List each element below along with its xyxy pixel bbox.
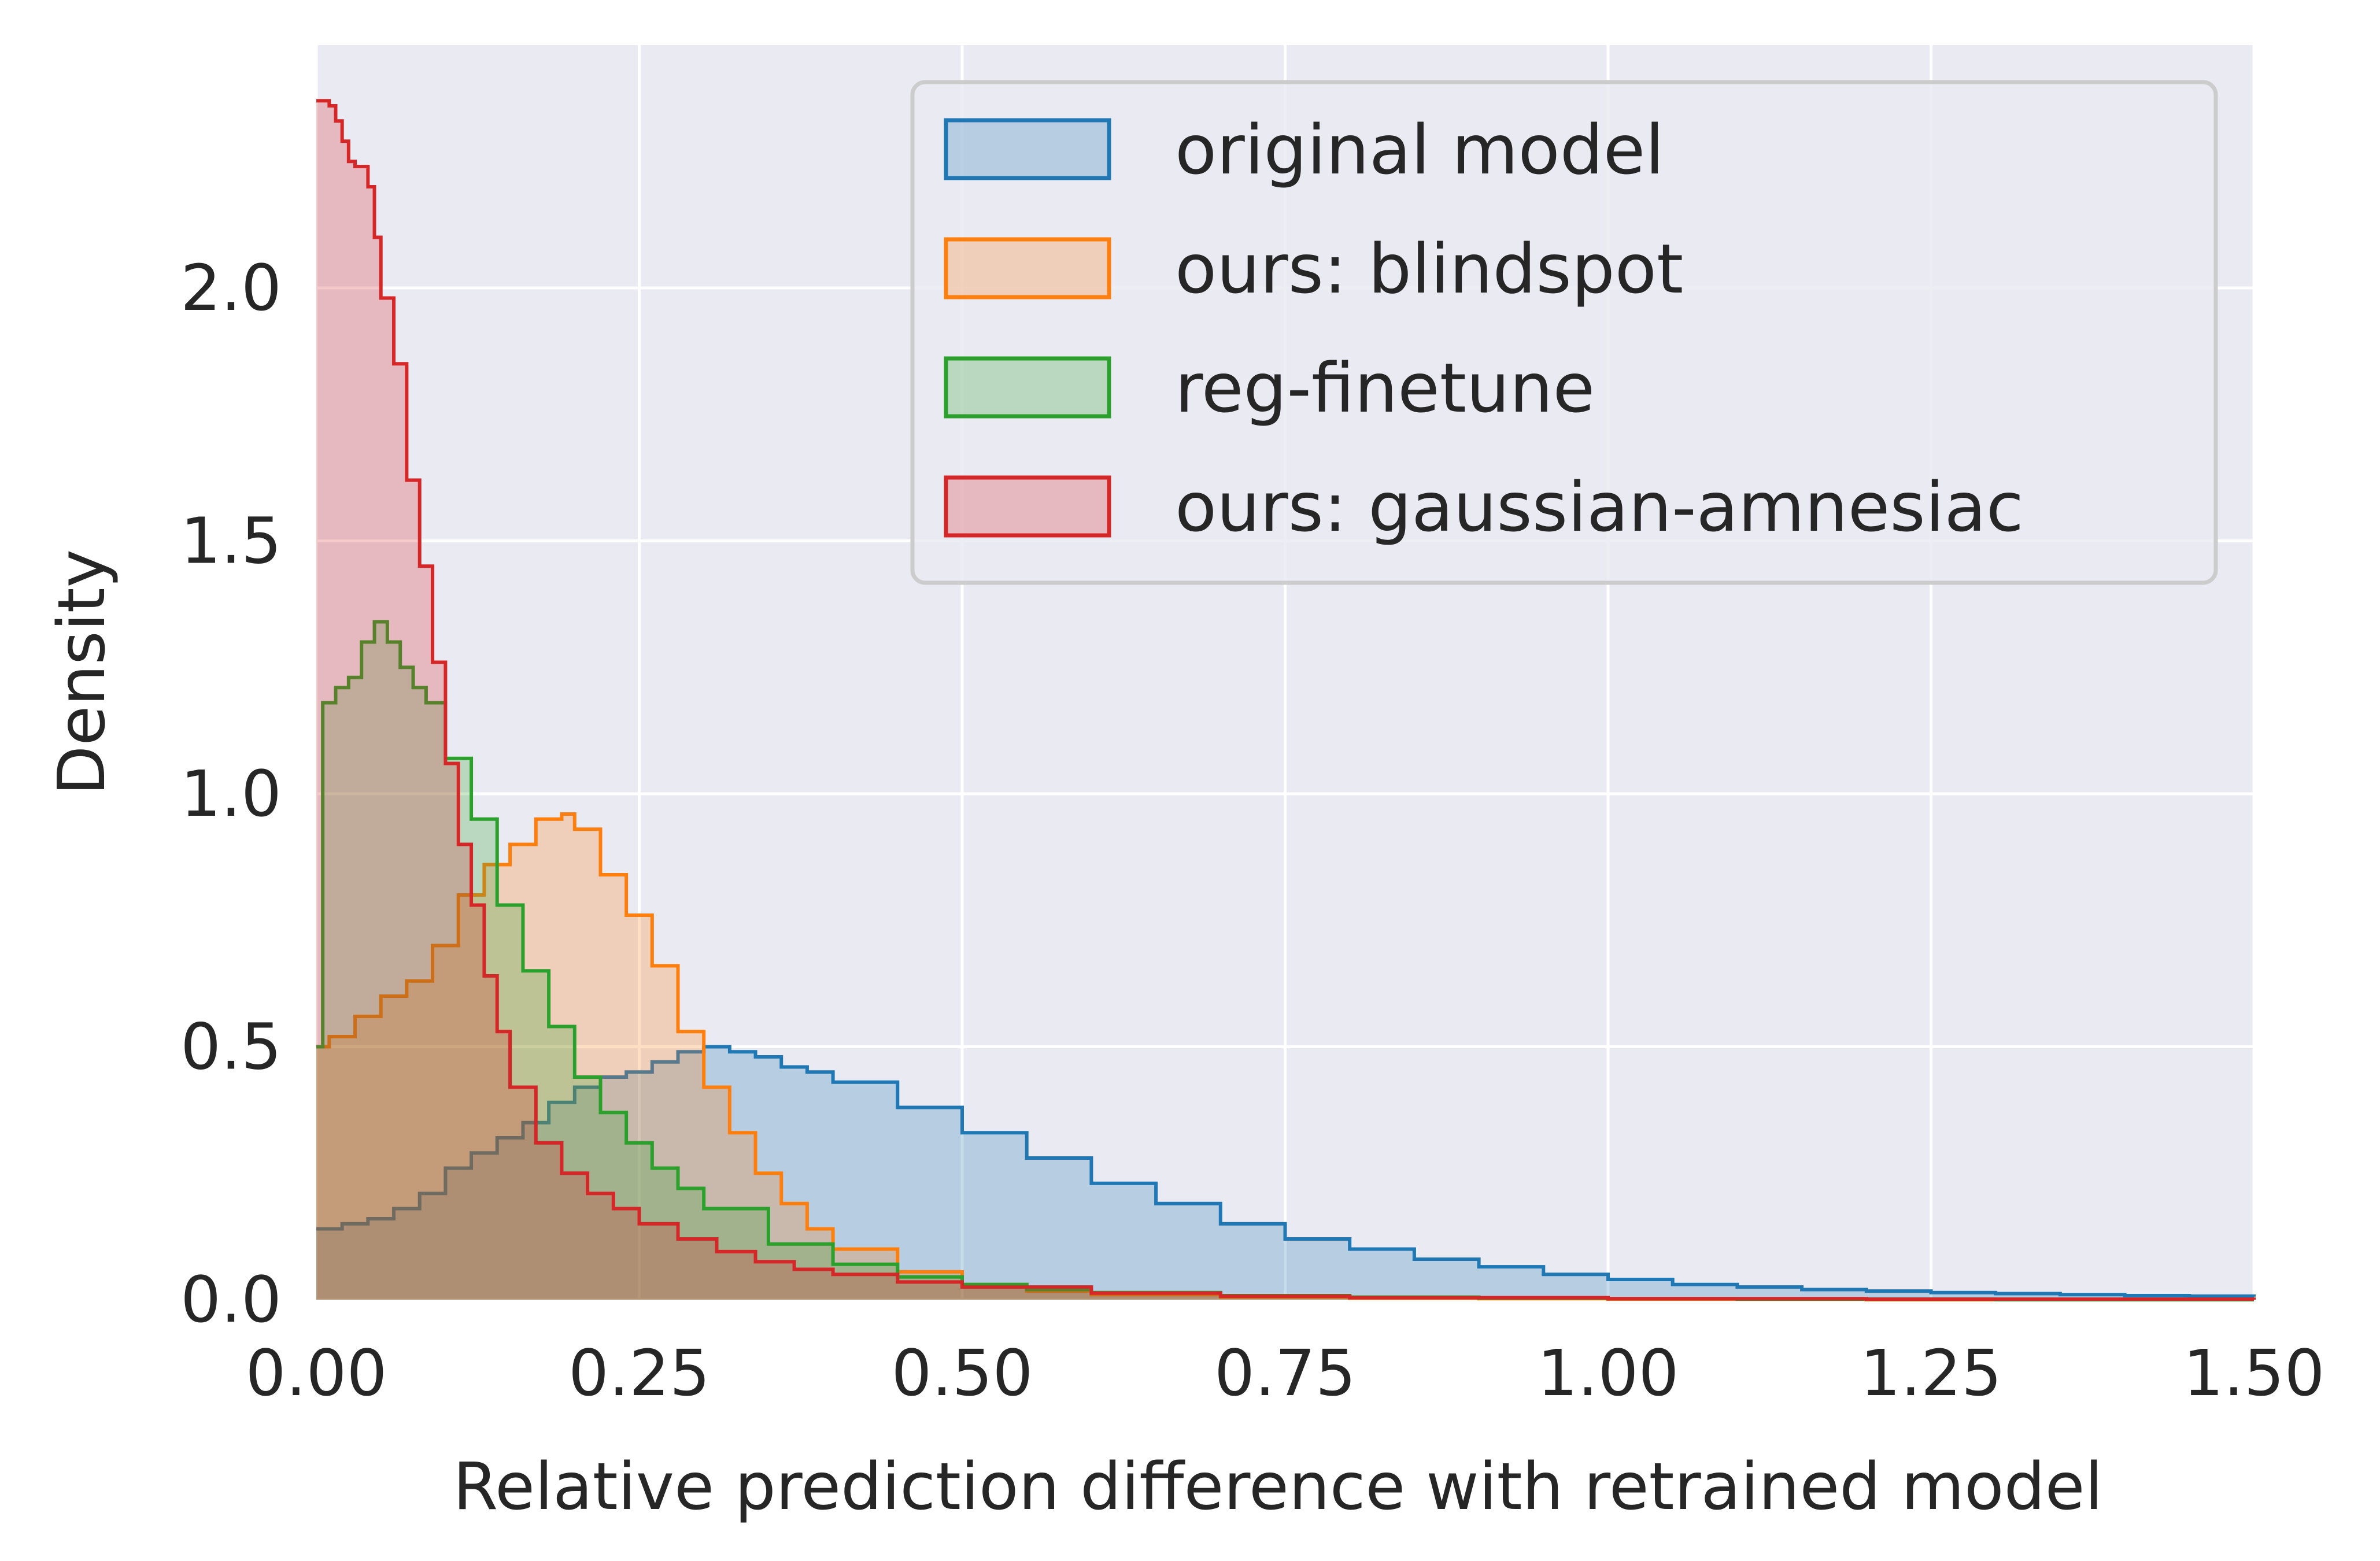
x-tick-label: 1.50 (2183, 1336, 2325, 1410)
x-tick-label: 0.75 (1214, 1336, 1356, 1410)
y-axis-label: Density (45, 549, 120, 796)
legend-swatch (944, 356, 1111, 419)
x-axis-label: Relative prediction difference with retr… (453, 1449, 2102, 1525)
legend-item-original-model: original model (944, 110, 1664, 190)
x-tick-label: 1.25 (1860, 1336, 2002, 1410)
x-tick-label: 0.50 (892, 1336, 1033, 1410)
y-tick-label: 2.0 (180, 251, 282, 325)
series-line-original-model (316, 1045, 2256, 1298)
x-tick-label: 1.00 (1538, 1336, 1679, 1410)
y-tick-label: 0.5 (180, 1010, 282, 1084)
legend-label: ours: gaussian-amnesiac (1175, 467, 2024, 547)
legend-label: reg-finetune (1175, 348, 1595, 428)
legend: original model ours: blindspot reg-finetun… (910, 80, 2218, 585)
legend-label: original model (1175, 110, 1664, 190)
legend-item-reg-finetune: reg-finetune (944, 348, 1595, 428)
y-tick-label: 1.0 (180, 757, 282, 831)
series-area-reg-finetune (316, 622, 2254, 1300)
y-tick-label: 1.5 (180, 504, 282, 578)
y-tick-labels: 0.0 0.5 1.0 1.5 2.0 (180, 251, 282, 1337)
y-tick-label: 0.0 (180, 1263, 282, 1337)
legend-swatch (944, 475, 1111, 538)
legend-item-ours-blindspot: ours: blindspot (944, 229, 1683, 309)
x-tick-label: 0.00 (246, 1336, 387, 1410)
legend-item-ours-gaussian-amnesiac: ours: gaussian-amnesiac (944, 467, 2024, 547)
series-line-ours-gaussian-amnesiac (316, 99, 2256, 1301)
series-area-ours-gaussian-amnesiac (316, 101, 2254, 1300)
legend-label: ours: blindspot (1175, 229, 1683, 309)
legend-swatch (944, 118, 1111, 180)
series-area-original-model (316, 1046, 2254, 1300)
x-tick-label: 0.25 (568, 1336, 710, 1410)
legend-swatch (944, 237, 1111, 299)
legend-frame (910, 80, 2218, 585)
x-tick-labels: 0.00 0.25 0.50 0.75 1.00 1.25 1.50 (246, 1336, 2325, 1410)
series-layer (316, 99, 2256, 1301)
